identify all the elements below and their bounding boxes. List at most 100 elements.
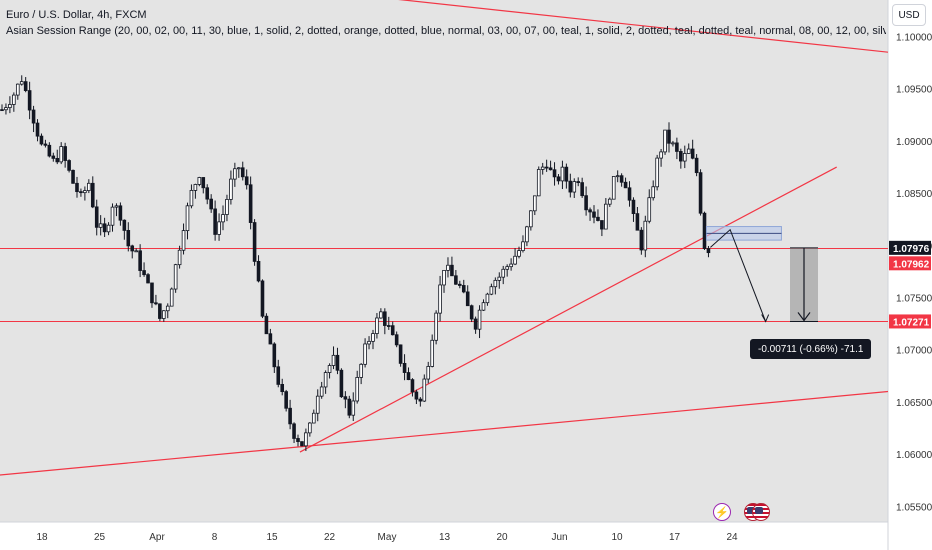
candle-body <box>394 334 399 346</box>
candle-body <box>434 312 438 341</box>
candle-body <box>454 275 458 285</box>
us-flag-icon[interactable] <box>752 503 770 521</box>
candle-body <box>39 135 44 145</box>
candle-body <box>465 291 470 307</box>
candle-body <box>276 366 281 385</box>
candle-body <box>339 369 344 398</box>
candle-body <box>422 378 427 402</box>
candle-body <box>679 151 683 162</box>
candle-body <box>319 386 324 397</box>
current-price-tag <box>889 240 931 255</box>
y-tick-label: 1.07500 <box>896 294 932 305</box>
measure-arrowhead <box>797 312 811 322</box>
candle-body <box>12 94 16 105</box>
candle-body <box>248 184 253 223</box>
candle-body <box>280 384 285 393</box>
indicator-legend[interactable]: Asian Session Range (20, 00, 02, 00, 11,… <box>6 25 886 37</box>
candle-body <box>268 333 273 345</box>
candle-body <box>102 223 107 233</box>
candle-body <box>450 264 454 277</box>
candle-body <box>31 109 36 124</box>
projection-path <box>710 228 767 322</box>
candle-body <box>572 181 577 193</box>
candle-body <box>55 158 60 163</box>
candle-body <box>323 372 328 388</box>
candle-body <box>59 146 63 163</box>
candle-body <box>426 366 431 380</box>
candle-body <box>367 340 371 345</box>
candle-body <box>311 412 316 424</box>
candle-body <box>130 245 135 252</box>
x-tick-label: 25 <box>94 532 106 543</box>
candle-body <box>335 354 340 371</box>
candle-body <box>386 325 391 327</box>
candle-body <box>584 195 588 211</box>
candle-body <box>359 363 363 378</box>
candle-body <box>292 423 296 439</box>
candle-body <box>83 190 87 194</box>
candle-body <box>347 398 352 416</box>
candle-body <box>371 333 375 342</box>
candle-body <box>533 195 537 212</box>
candle-body <box>667 129 671 144</box>
candle-body <box>375 317 379 334</box>
lower-support-line <box>0 390 889 476</box>
candle-body <box>47 144 52 157</box>
candle-body <box>296 438 300 443</box>
candle-body <box>236 167 241 170</box>
candle-body <box>536 169 541 197</box>
candle-body <box>694 157 699 174</box>
candle-body <box>67 160 71 171</box>
x-tick-label: 8 <box>212 532 218 543</box>
candle-body <box>205 187 210 200</box>
currency-button[interactable]: USD <box>892 4 926 26</box>
candle-body <box>568 180 573 193</box>
candle-body <box>331 354 336 366</box>
candle-body <box>552 169 557 178</box>
candle-body <box>623 181 628 189</box>
candle-body <box>142 270 146 276</box>
candle-body <box>690 148 695 159</box>
candle-body <box>410 379 415 393</box>
candle-body <box>8 104 12 109</box>
candle-body <box>126 230 131 247</box>
candle-body <box>79 191 83 194</box>
candle-body <box>540 166 545 170</box>
candle-body <box>217 221 221 235</box>
candle-body <box>611 176 616 200</box>
candle-body <box>138 250 142 271</box>
candle-body <box>651 186 655 199</box>
candle-body <box>493 279 498 288</box>
candle-body <box>461 285 466 293</box>
candle-body <box>663 129 667 153</box>
candle-body <box>671 142 675 145</box>
candle-body <box>497 276 502 281</box>
x-tick-label: 22 <box>324 532 336 543</box>
bid-price-tag <box>889 256 931 271</box>
candle-body <box>15 83 20 96</box>
y-tick-label: 1.08500 <box>896 189 932 200</box>
candle-body <box>521 241 525 252</box>
ascending-trendline <box>299 166 837 453</box>
x-tick-label: 18 <box>36 532 48 543</box>
chart-title: Euro / U.S. Dollar, 4h, FXCM <box>6 9 147 21</box>
target-price-tag <box>889 314 931 329</box>
y-tick-label: 1.09000 <box>896 137 932 148</box>
x-tick-label: 20 <box>496 532 508 543</box>
candle-body <box>458 283 462 286</box>
candle-body <box>615 175 620 178</box>
candle-body <box>655 157 659 188</box>
candle-body <box>477 309 482 330</box>
candle-body <box>272 343 277 368</box>
lightning-icon[interactable]: ⚡ <box>713 503 731 521</box>
y-tick-label: 1.09500 <box>896 85 932 96</box>
candle-body <box>509 263 513 268</box>
candle-body <box>71 169 75 184</box>
candle-body <box>244 176 249 186</box>
candle-body <box>544 166 549 169</box>
candle-body <box>150 282 154 304</box>
candle-body <box>209 198 213 210</box>
x-tick-label: 15 <box>266 532 278 543</box>
candle-body <box>682 153 687 162</box>
